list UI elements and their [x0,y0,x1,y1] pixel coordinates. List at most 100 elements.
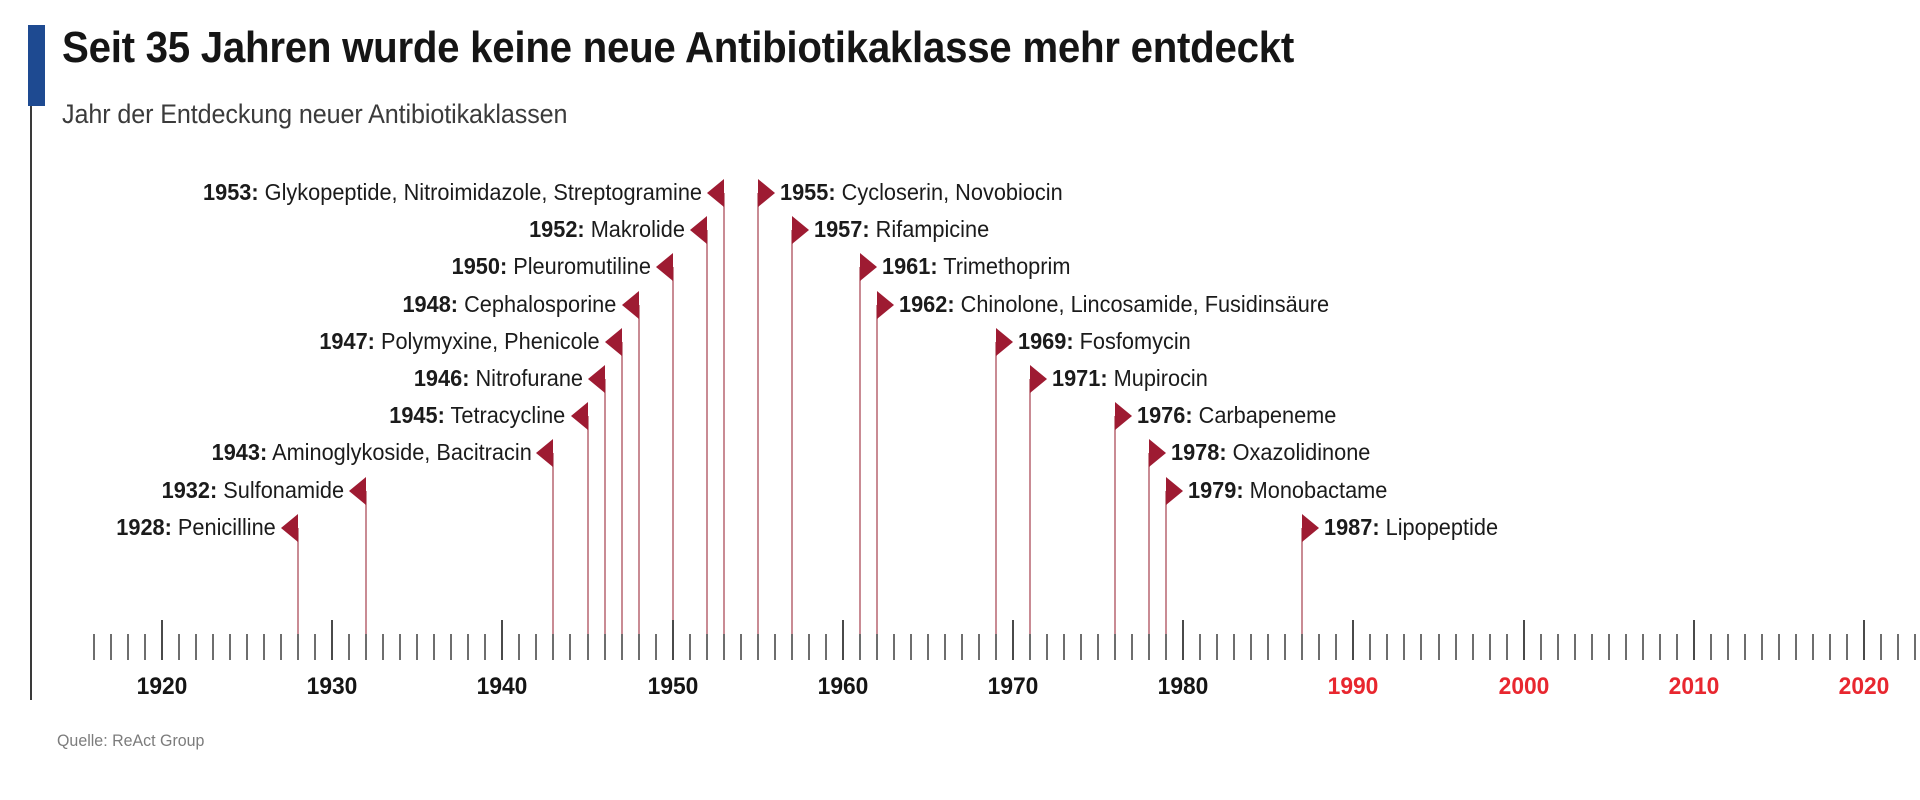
event-marker-1943[interactable] [536,439,554,468]
axis-tick-minor [688,634,691,660]
event-classes: Trimethoprim [937,253,1071,280]
axis-tick-minor [807,634,810,660]
axis-tick-minor [399,634,402,660]
event-year: 1976: [1137,402,1193,429]
event-classes: Mupirocin [1107,365,1208,391]
page-title: Seit 35 Jahren wurde keine neue Antibiot… [62,23,1294,72]
axis-tick-minor [484,634,487,660]
event-stem [1165,490,1168,660]
event-marker-1957[interactable] [791,216,809,245]
event-stem [722,193,725,660]
axis-tick-minor [246,634,249,660]
event-marker-1987[interactable] [1302,513,1320,542]
event-marker-1932[interactable] [349,476,367,505]
event-marker-1978[interactable] [1149,439,1167,468]
axis-tick-minor [1726,634,1729,660]
axis-tick-major [1182,620,1185,660]
event-classes: Monobactame [1243,476,1388,503]
axis-tick-minor [1301,634,1304,660]
axis-tick-minor [1539,634,1542,660]
axis-tick-minor [143,634,146,660]
event-marker-1971[interactable] [1030,365,1048,393]
event-label-1962: 1962: Chinolone, Lincosamide, Fusidinsäu… [899,290,1329,318]
event-label-1946: 1946: Nitrofurane [413,364,582,392]
axis-tick-minor [467,634,470,660]
axis-tick-minor [229,634,232,660]
axis-tick-minor [1845,634,1848,660]
axis-tick-minor [1114,634,1117,660]
axis-tick-minor [722,634,725,660]
event-year: 1945: [389,402,446,429]
axis-tick-minor [739,634,742,660]
event-label-1961: 1961: Trimethoprim [882,252,1070,280]
axis-tick-minor [433,634,436,660]
axis-tick-major [331,620,334,660]
event-classes: Cycloserin, Novobiocin [835,179,1063,205]
axis-tick-minor [790,634,793,660]
event-label-1952: 1952: Makrolide [529,215,685,243]
axis-tick-minor [1828,634,1831,660]
event-label-1953: 1953: Glykopeptide, Nitroimidazole, Stre… [203,178,702,206]
event-classes: Polymyxine, Phenicole [374,327,600,354]
axis-tick-minor [552,634,555,660]
event-classes: Rifampicine [869,216,989,243]
event-marker-1979[interactable] [1166,476,1184,505]
event-stem [875,304,878,660]
event-marker-1962[interactable] [876,290,894,319]
axis-tick-minor [1777,634,1780,660]
left-spine-rule [30,106,32,700]
event-marker-1945[interactable] [570,402,588,431]
event-marker-1948[interactable] [621,290,639,319]
event-year: 1950: [451,253,507,280]
axis-tick-minor [416,634,419,660]
axis-tick-minor [92,634,95,660]
event-classes: Lipopeptide [1379,513,1499,540]
axis-tick-minor [926,634,929,660]
axis-tick-minor [109,634,112,660]
event-marker-1955[interactable] [757,179,775,207]
axis-tick-minor [1607,634,1610,660]
axis-tick-minor [1029,634,1032,660]
axis-tick-minor [280,634,283,660]
axis-tick-minor [1556,634,1559,660]
event-stem [365,490,368,660]
axis-tick-minor [943,634,946,660]
event-marker-1976[interactable] [1115,402,1133,431]
event-marker-1928[interactable] [281,513,299,542]
axis-tick-minor [603,634,606,660]
event-marker-1961[interactable] [859,253,877,282]
event-stem [297,527,300,660]
event-stem [586,416,589,660]
event-marker-1969[interactable] [995,327,1013,356]
axis-label-2010: 2010 [1668,673,1720,700]
axis-tick-minor [1437,634,1440,660]
event-classes: Aminoglykoside, Bacitracin [266,439,532,466]
axis-tick-minor [620,634,623,660]
event-year: 1946: [413,365,469,391]
axis-tick-minor [1471,634,1474,660]
event-label-1978: 1978: Oxazolidinone [1171,438,1370,466]
axis-tick-minor [1165,634,1168,660]
event-classes: Pleuromutiline [506,253,651,280]
event-marker-1947[interactable] [604,327,622,356]
event-marker-1952[interactable] [689,216,707,245]
event-year: 1969: [1017,327,1074,354]
event-label-1928: 1928: Penicilline [117,513,276,541]
axis-tick-minor [1267,634,1270,660]
event-marker-1953[interactable] [706,179,724,207]
event-stem [1114,416,1117,660]
event-marker-1950[interactable] [655,253,673,282]
event-stem [1301,527,1304,660]
axis-tick-minor [365,634,368,660]
event-classes: Penicilline [172,513,277,540]
event-classes: Carbapeneme [1192,402,1337,429]
axis-tick-minor [1080,634,1083,660]
event-label-1943: 1943: Aminoglykoside, Bacitracin [211,438,531,466]
event-stem [1029,379,1032,660]
axis-tick-major [1352,620,1355,660]
axis-tick-minor [1335,634,1338,660]
axis-tick-major [1522,620,1525,660]
axis-tick-minor [178,634,181,660]
event-marker-1946[interactable] [587,365,605,393]
axis-tick-minor [297,634,300,660]
